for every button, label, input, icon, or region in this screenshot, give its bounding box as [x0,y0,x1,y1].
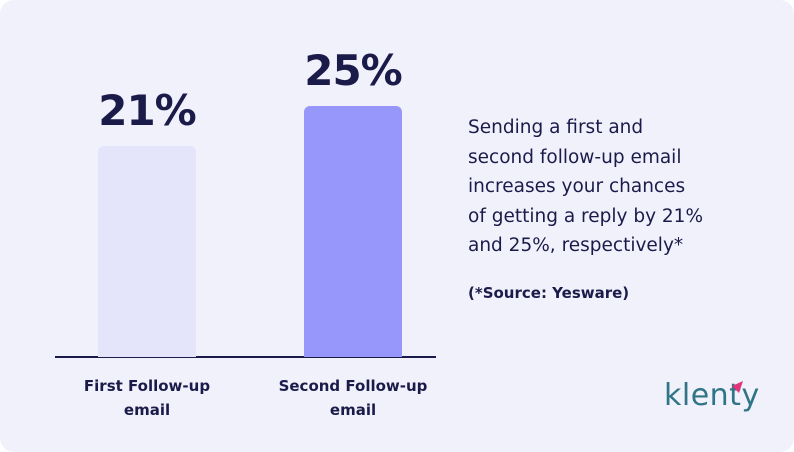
description-line: second follow-up email [468,146,682,168]
value-label: 21% [98,86,197,136]
description-line: and 25%, respectively* [468,235,684,256]
source-note: (*Source: Yesware) [468,284,630,302]
description-line: of getting a reply by 21% [468,205,704,227]
bar [98,146,196,357]
baseline [55,356,436,358]
category-label: First Follow-up email [83,377,211,419]
bar [304,106,402,357]
logo: klenty [664,378,760,413]
value-label: 25% [304,46,403,95]
category-label: Second Follow-up email [278,377,428,419]
logo-text: klenty [664,378,760,413]
description-line: increases your chances [468,176,686,197]
description-line: Sending a first and [468,117,644,138]
logo-mark [732,381,743,393]
